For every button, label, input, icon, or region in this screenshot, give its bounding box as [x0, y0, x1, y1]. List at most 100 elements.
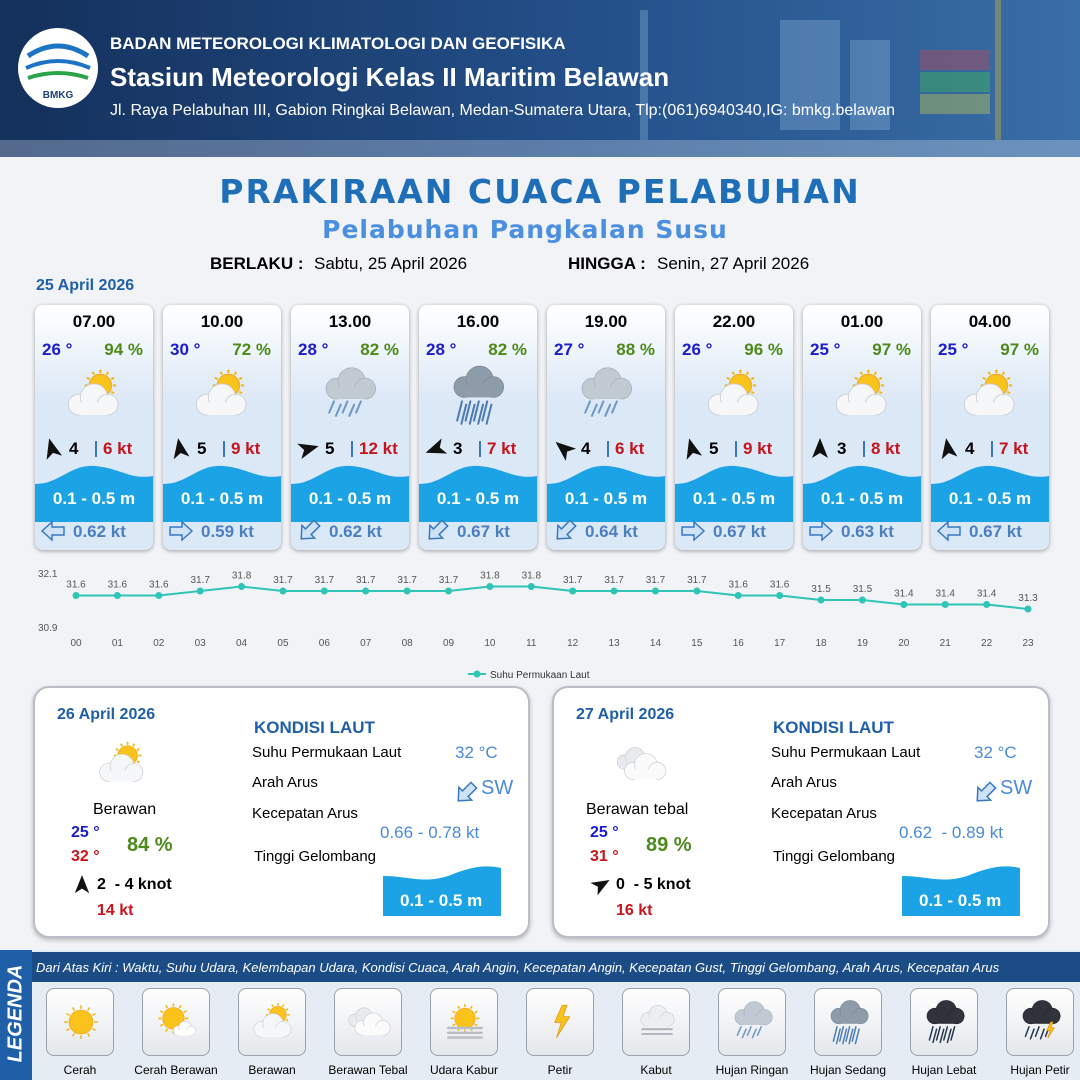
wave-shape — [383, 866, 501, 916]
rain — [950, 1026, 956, 1041]
separator — [95, 441, 97, 457]
weather-icon — [196, 369, 247, 416]
separator — [223, 441, 225, 457]
sun — [68, 1009, 94, 1035]
sun-ray — [132, 743, 136, 747]
data-point — [941, 601, 949, 608]
cloud — [325, 367, 376, 400]
rain — [590, 403, 598, 417]
sea-label: Arah Arus — [252, 774, 318, 791]
rain — [946, 1028, 952, 1044]
x-tick-label: 09 — [443, 638, 455, 649]
rain — [464, 400, 472, 422]
rain — [751, 1028, 757, 1039]
wind-arrow — [941, 438, 958, 460]
cloud — [836, 383, 887, 416]
weather-icon — [964, 369, 1015, 416]
data-point — [403, 587, 411, 595]
wave: 0.1 - 0.5 m — [919, 891, 1002, 910]
rain — [928, 1026, 934, 1041]
wind-speed: 5 — [197, 439, 207, 458]
gust: 7 kt — [487, 439, 517, 458]
weather-icon — [158, 1003, 197, 1036]
forecast-card: 04.00 25 ° 97 % 4 7 kt 0.1 - 0.5 m 0.67 kt — [931, 305, 1049, 550]
weather-icon — [253, 1003, 292, 1038]
weather: Berawan — [93, 801, 157, 818]
rain — [473, 400, 480, 422]
cloud — [581, 367, 632, 400]
forecast-card: 22.00 26 ° 96 % 5 9 kt 0.1 - 0.5 m 0.67 kt — [675, 305, 793, 550]
weather-icon — [68, 369, 119, 416]
cloud-part — [742, 1016, 765, 1025]
valid-from-label: BERLAKU : — [210, 254, 304, 273]
sun-ray — [873, 371, 878, 376]
rain — [1039, 1028, 1045, 1040]
data-point — [569, 587, 577, 595]
sun-ray — [271, 1004, 274, 1008]
sun-ray — [267, 1008, 271, 1011]
rain — [611, 400, 618, 414]
wind-arrow — [74, 875, 90, 894]
rain — [845, 1026, 851, 1042]
station: Stasiun Meteorologi Kelas II Maritim Bel… — [110, 62, 670, 92]
data-point — [651, 587, 659, 595]
sun-ray — [159, 1023, 164, 1027]
data-point — [1024, 605, 1032, 613]
wind-arrow-icon — [590, 880, 610, 896]
cloud — [708, 383, 759, 416]
sun-ray — [86, 1007, 91, 1011]
data-point — [527, 583, 535, 590]
temp-max: 31 ° — [590, 848, 619, 865]
valid-from: Sabtu, 25 April 2026 — [314, 254, 468, 273]
current-arrow-icon — [936, 520, 961, 542]
current-arrow-icon — [976, 781, 997, 802]
rain — [334, 403, 342, 417]
separator — [735, 441, 737, 457]
cloud — [354, 1012, 391, 1036]
legend-label: Udara Kabur — [429, 1063, 499, 1077]
separator — [863, 441, 865, 457]
separator — [607, 441, 609, 457]
legend-label: Cerah — [63, 1063, 97, 1077]
sun-ray — [750, 376, 755, 381]
data-label: 31.4 — [894, 589, 914, 600]
data-label: 31.3 — [1018, 593, 1038, 604]
wind-arrow-icon — [425, 438, 448, 454]
legend-box — [142, 988, 210, 1056]
sun-ray — [854, 376, 859, 381]
current-arrow — [169, 520, 194, 542]
legend-side — [0, 950, 32, 1080]
rain — [477, 403, 484, 425]
data-label: 31.7 — [190, 575, 210, 586]
x-tick-label: 13 — [609, 638, 621, 649]
humidity: 84 % — [127, 834, 173, 856]
header-illustration — [0, 0, 1080, 157]
sun-ray — [457, 1005, 461, 1010]
cloud-part — [934, 1014, 957, 1024]
gust: 12 kt — [359, 439, 398, 458]
current-arrow-icon — [169, 520, 194, 542]
wave — [803, 465, 921, 522]
data-label: 31.6 — [108, 580, 128, 591]
legend-label: Hujan Petir — [1010, 1063, 1070, 1077]
gust: 14 kt — [97, 902, 134, 919]
rain — [456, 400, 463, 422]
cloud-part — [647, 1018, 668, 1027]
rain — [736, 1026, 742, 1036]
cloud — [1022, 1000, 1061, 1025]
sun-ray — [110, 376, 115, 381]
sun-ray — [285, 1018, 289, 1022]
temperature: 25 ° — [938, 340, 969, 359]
current-arrow-icon — [681, 520, 706, 542]
sun-ray — [474, 1023, 478, 1027]
cloud — [453, 365, 504, 398]
current-speed: 0.62 kt — [73, 522, 126, 541]
wind-arrow — [46, 438, 63, 460]
day-box: 26 April 2026 Berawan 25 ° 32 ° 84 % 2 - 4 kn… — [33, 686, 530, 938]
rain — [348, 403, 356, 417]
wave — [902, 866, 1020, 916]
sea-label: Tinggi Gelombang — [254, 848, 377, 865]
wave — [931, 465, 1049, 522]
wave — [163, 465, 281, 522]
wave — [547, 465, 665, 522]
